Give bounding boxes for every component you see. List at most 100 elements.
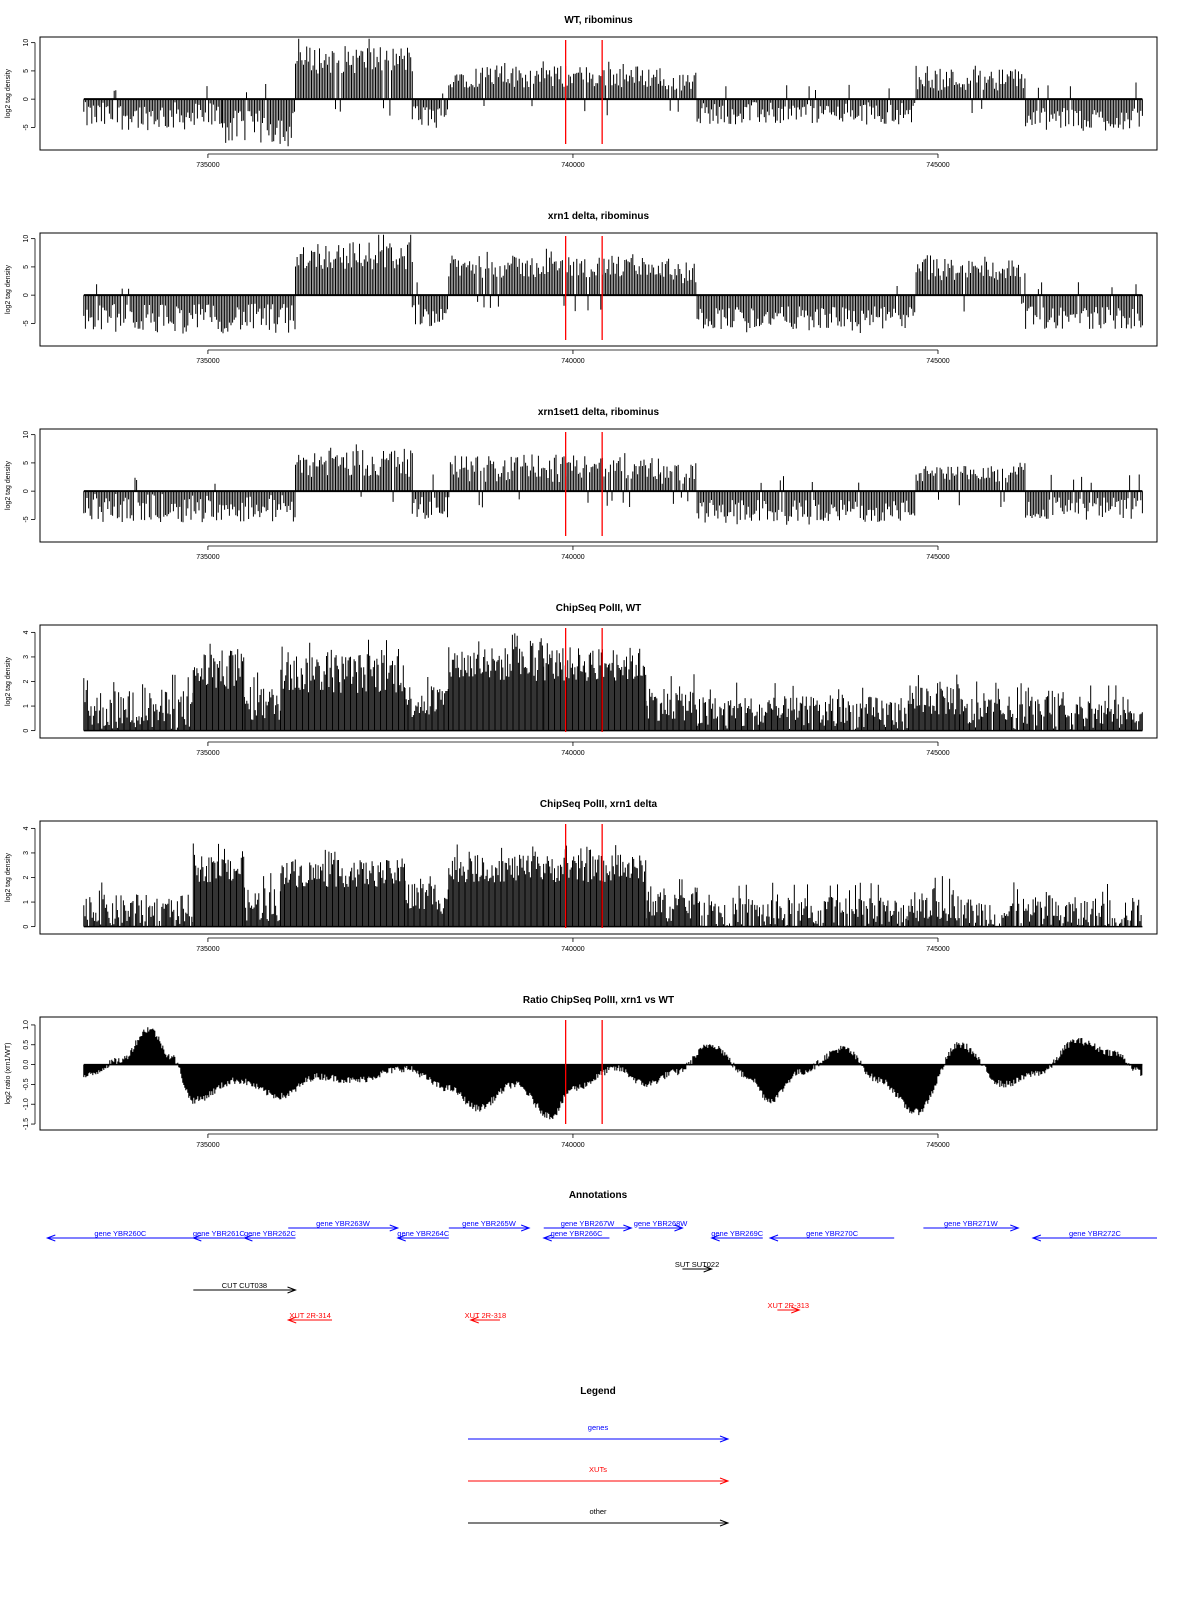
segment-1 [83,674,194,731]
x-tick-label: 745000 [926,554,949,561]
legend-label: XUTs [589,1465,607,1474]
annotation-gene: gene YBR264C [396,1229,450,1242]
panel-3: xrn1set1 delta, ribominus -5 0 5 10 log2 tag … [5,407,1158,561]
legend-item: other [468,1507,730,1527]
legend-item: genes [468,1423,730,1443]
plot-frame [39,624,1158,739]
segment-1 [83,86,222,131]
segment-8 [915,255,1026,312]
segment-2 [192,843,245,927]
arrowhead [710,1234,720,1242]
segment-10 [908,674,960,731]
annotation-label: gene YBR266C [551,1229,604,1238]
y-axis: -5 0 5 10 log2 tag density [5,39,36,131]
segment-9 [696,882,909,927]
arrowhead [719,1519,730,1527]
panel-1: WT, ribominus -5 0 5 10 log2 tag density 73500… [5,15,1158,169]
data-marks [83,843,1143,928]
annotation-label: gene YBR271W [944,1219,999,1228]
y-tick-label: 10 [23,39,30,47]
legend-label: genes [588,1423,609,1432]
x-tick-label: 735000 [196,554,219,561]
x-axis: 735000 740000 745000 [196,741,950,757]
y-tick-label: 10 [23,431,30,439]
y-axis-label: log2 ratio (xrn1/WT) [5,1043,12,1105]
segment-8 [696,84,916,125]
segment-10 [908,876,960,927]
annotation-label: gene YBR269C [711,1229,764,1238]
annotation-gene: gene YBR267W [543,1219,633,1232]
annotation-label: XUT 2R-314 [289,1311,331,1320]
y-axis: -5 0 5 10 log2 tag density [5,431,36,523]
y-tick-label: 4 [23,826,30,830]
y-tick-label: 0 [23,729,30,733]
data-marks [83,444,1143,525]
data-marks [83,633,1143,732]
arrowhead [191,1234,202,1242]
segment-5 [565,254,661,312]
plot-frame [39,820,1158,935]
arrowhead [542,1234,552,1242]
panel-6: Ratio ChipSeq PolII, xrn1 vs WT-1.5-1.0-… [5,995,1158,1149]
arrowhead [242,1234,253,1242]
segment-7 [660,72,697,112]
annotation-label: CUT CUT038 [222,1281,267,1290]
x-tick-label: 735000 [196,162,219,169]
annotation-label: gene YBR260C [94,1229,147,1238]
y-tick-label: 4 [23,630,30,634]
segment-11 [960,882,1142,927]
x-tick-label: 745000 [926,358,949,365]
annotation-gene: gene YBR268W [634,1219,688,1232]
segment-9 [1025,282,1143,329]
y-tick-label: 3 [23,851,30,855]
data-marks [83,234,1143,334]
panel-4: ChipSeq PolII, WT 0 1 2 3 4 log2 tag density 73… [5,603,1158,757]
segment-4 [448,248,567,308]
y-axis-label: log2 tag density [5,460,12,510]
segment-7 [543,845,647,927]
y-axis: -5 0 5 10 log2 tag density [5,235,36,327]
x-axis: 735000 740000 745000 [196,937,950,953]
segment-4 [280,849,405,927]
data-marks [83,1027,1143,1120]
ratio-profile [83,1027,1143,1120]
legend-title: Legend [580,1386,616,1397]
y-axis-label: log2 tag density [5,68,12,118]
segment-3 [295,38,413,116]
segment-8 [645,674,697,731]
panel-title: ChipSeq PolII, xrn1 delta [540,799,658,810]
segment-2 [295,444,413,502]
segment-8 [645,879,697,927]
y-axis-label: log2 tag density [5,264,12,314]
x-tick-label: 735000 [196,358,219,365]
y-tick-label: 1 [23,704,30,708]
y-tick-label: 3 [23,655,30,659]
y-tick-label: 0 [23,97,30,101]
annotation-label: gene YBR272C [1069,1229,1122,1238]
annotation-gene: gene YBR271W [923,1219,1020,1232]
x-axis: 735000 740000 745000 [196,545,950,561]
annotation-gene: gene YBR269C [710,1229,764,1242]
x-tick-label: 735000 [196,946,219,953]
y-axis: 0 1 2 3 4 log2 tag density [5,630,36,733]
annotation-label: XUT 2R-318 [465,1311,507,1320]
y-tick-label: 1 [23,900,30,904]
y-tick-label: 0 [23,293,30,297]
annotation-label: gene YBR263W [316,1219,371,1228]
y-tick-label: 0 [23,925,30,929]
x-tick-label: 745000 [926,750,949,757]
segment-2 [192,643,245,731]
panel-title: Ratio ChipSeq PolII, xrn1 vs WT [523,995,674,1006]
annotation-gene: gene YBR265W [448,1219,531,1232]
arrowhead [791,1306,801,1314]
y-tick-label: -1.0 [23,1098,30,1110]
annotation-gene: gene YBR272C [1031,1229,1157,1242]
annotation-other: SUT SUT022 [675,1260,719,1273]
y-tick-label: 0 [23,489,30,493]
segment-3 [411,282,448,327]
annotation-label: gene YBR261C [193,1229,246,1238]
segment-6 [660,463,697,504]
annotation-gene: gene YBR266C [542,1229,610,1242]
arrowhead [623,1224,633,1232]
